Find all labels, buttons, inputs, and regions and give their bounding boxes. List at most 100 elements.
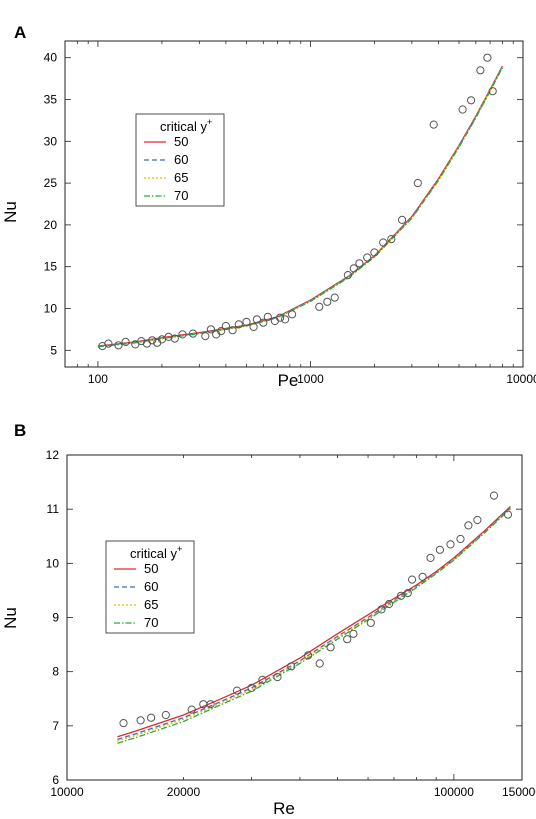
panel-b-data-point (349, 629, 358, 638)
panel-b-data-point (377, 605, 386, 614)
panel-a-data-point (476, 66, 485, 75)
panel-b-data-point (258, 675, 267, 684)
panel-a-y-tick-label: 15 (44, 260, 58, 274)
panel-b-data-point (426, 553, 435, 563)
panel-a-data-point (330, 293, 339, 302)
panel-a-axes-frame (64, 40, 524, 368)
panel-b-data-point (326, 643, 335, 652)
panel-b-y-tick-label: 6 (52, 773, 59, 787)
panel-a-x-axis-label: Pe (278, 371, 299, 390)
panel-a-data-point (413, 179, 422, 188)
panel-a-data-point (398, 215, 407, 224)
panel-b-data-point (456, 534, 465, 544)
panel-a-data-point (164, 332, 173, 341)
panel-a-data-point (137, 337, 146, 346)
panel-a-data-point (483, 53, 492, 62)
panel-a-y-tick-label: 30 (44, 134, 58, 148)
panel-a-data-point (281, 315, 290, 324)
panel-a-data-point (458, 105, 467, 114)
panel-a-data-point (467, 96, 476, 105)
panel-a-data-point (315, 302, 324, 311)
panel-a-data-point (379, 238, 388, 247)
panel-a-data-point (429, 120, 438, 129)
panel-a-y-tick-label: 10 (44, 301, 58, 315)
panel-b-data-point (366, 618, 375, 628)
panel-a-legend-title-sup: + (207, 117, 212, 127)
panel-a-legend-title-text: critical y (160, 119, 207, 134)
panel-b: B Nu Re 10000 20000 100000 150000 6 7 8 9 10 11 12… (1, 421, 536, 818)
panel-b-legend-title-sup: + (177, 544, 182, 554)
panel-a-data-point (170, 334, 179, 343)
panel-b-data-point (503, 510, 513, 519)
panel-a-data-point (488, 87, 497, 96)
panel-b-data-point (343, 635, 352, 644)
panel-b-legend-label-50: 50 (144, 561, 158, 576)
panel-b-x-tick-label: 100000 (434, 785, 474, 799)
panel-b-data-point (119, 719, 128, 728)
panel-a-y-tick-label: 35 (44, 93, 58, 107)
panel-a-data-point (148, 336, 157, 345)
panel-b-data-point (273, 673, 282, 682)
panel-a-data-point (263, 312, 272, 321)
panel-b-data-point (446, 540, 455, 549)
panel-a-legend-label-65: 65 (174, 170, 188, 185)
panel-b-x-tick-label: 150000 (502, 785, 536, 799)
panel-a-data-point (201, 332, 210, 341)
panel-a-data-point (228, 326, 237, 335)
panel-b-legend: critical y+ 50 60 65 70 (105, 540, 195, 634)
panel-a-data-point (121, 337, 130, 346)
panel-b-label: B (14, 421, 26, 440)
panel-a-data-point (249, 322, 258, 331)
panel-b-x-tick-label: 10000 (50, 785, 84, 799)
panel-a-data-point (221, 321, 230, 331)
panel-b-data-point (136, 716, 145, 725)
panel-a-data-point (259, 318, 268, 327)
panel-b-y-tick-label: 10 (46, 556, 60, 570)
panel-b-data-point (247, 683, 256, 693)
panel-a-data-point (104, 339, 113, 348)
panel-a-legend-label-70: 70 (174, 188, 188, 203)
panel-b-legend-label-60: 60 (144, 579, 158, 594)
panel-a-data-point (288, 310, 297, 319)
panel-b-legend-box (105, 540, 195, 634)
panel-b-data-point (232, 686, 242, 695)
panel-a-legend-label-50: 50 (174, 134, 188, 149)
panel-a-data-point (370, 248, 379, 257)
panel-a-data-point (252, 315, 261, 324)
panel-b-data-point (206, 700, 215, 709)
panel-a-legend-label-60: 60 (174, 152, 188, 167)
panel-b-x-axis-label: Re (273, 799, 295, 818)
panel-b-x-tick-label: 20000 (167, 785, 201, 799)
panel-a-data-point (188, 329, 198, 338)
panel-a-y-tick-label: 40 (44, 51, 58, 65)
panel-b-data-point (403, 589, 412, 598)
panel-a-data-point (276, 313, 285, 322)
panel-b-data-point (473, 515, 482, 525)
panel-b-y-tick-label: 12 (46, 448, 60, 462)
panel-a-data-point (349, 264, 358, 273)
panel-a-data-point (363, 253, 372, 262)
panel-a-series-line-60 (97, 66, 503, 348)
panel-b-y-tick-label: 7 (52, 719, 59, 733)
panel-b-data-point (187, 705, 196, 714)
panel-b-data-point (147, 713, 156, 722)
panel-a-data-point (114, 341, 123, 350)
panel-b-legend-label-70: 70 (144, 615, 158, 630)
panel-b-plot-area: 10000 20000 100000 150000 6 7 8 9 10 11 12 (46, 448, 536, 799)
panel-a-data-point (387, 235, 396, 244)
panel-a-data-point (234, 320, 243, 329)
panel-b-legend-rows: 50 60 65 70 (114, 561, 158, 630)
panel-a-legend-box (135, 113, 225, 207)
panel-b-data-point (304, 651, 313, 660)
panel-a-data-point (217, 327, 226, 336)
panel-b-data-point (287, 662, 296, 671)
panel-b-data-point (161, 710, 170, 720)
panel-b-y-tick-label: 11 (47, 502, 60, 516)
panel-a-y-axis-label: Nu (1, 201, 20, 223)
panel-a-legend: critical y+ 50 60 65 70 (135, 113, 225, 207)
panel-b-legend-title: critical y+ (130, 544, 182, 561)
panel-a-x-tick-label: 1000 (297, 372, 324, 386)
panel-b-legend-title-text: critical y (130, 546, 177, 561)
panel-a-x-tick-label: 100 (88, 372, 108, 386)
